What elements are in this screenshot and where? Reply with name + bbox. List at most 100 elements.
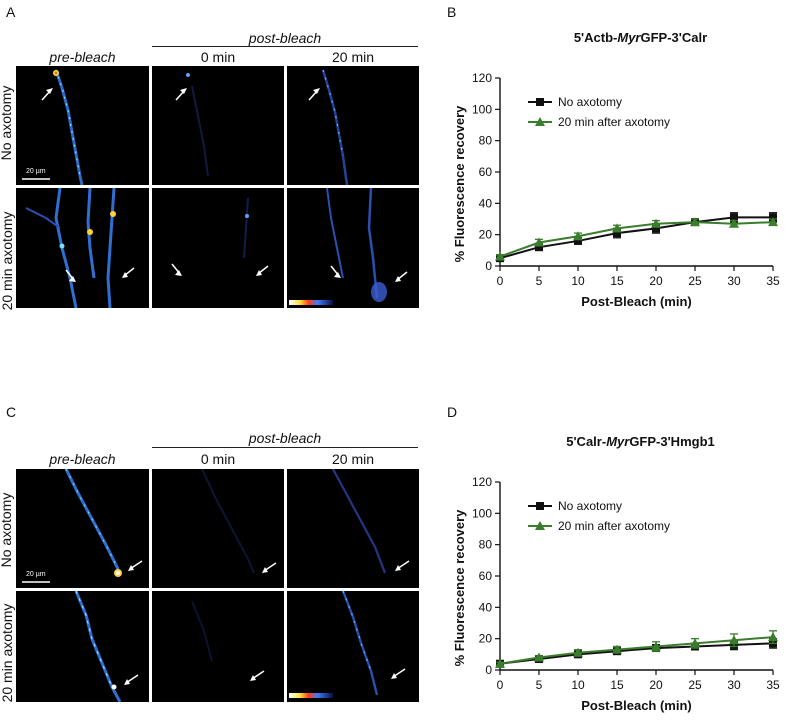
series-line-after-axotomy xyxy=(499,636,774,665)
panel-c-row-20-min-axotomy: 20 min axotomy xyxy=(0,603,15,703)
chart-title-prefix: 5'Calr- xyxy=(566,434,606,449)
x-tick-label: 0 xyxy=(497,274,504,288)
y-tick-label: 60 xyxy=(479,569,493,583)
chart-title-prefix: 5'Actb- xyxy=(574,30,618,45)
data-point-no-axotomy xyxy=(613,229,621,238)
chart-title-suffix: GFP-3'Calr xyxy=(641,30,708,45)
chart-title-suffix: GFP-3'Hmgb1 xyxy=(629,434,714,449)
y-tick-label: 120 xyxy=(472,71,492,85)
y-axis-label: % Fluorescence recovery xyxy=(452,509,467,667)
data-point-no-axotomy xyxy=(574,236,582,245)
data-point-after-axotomy xyxy=(651,641,661,651)
panel-a-col-0-min: 0 min xyxy=(200,49,236,65)
x-tick-label: 30 xyxy=(727,274,741,288)
x-tick-label: 5 xyxy=(536,274,543,288)
data-point-after-axotomy xyxy=(495,251,505,261)
panel-c-col-pre-bleach: pre-bleach xyxy=(49,451,116,467)
data-point-after-axotomy xyxy=(729,635,739,645)
panel-d-letter: D xyxy=(447,404,458,420)
x-tick-label: 0 xyxy=(497,678,504,692)
panel-a-scale-bar-label: 20 µm xyxy=(26,168,46,175)
panel-c-col-0-min: 0 min xyxy=(200,451,236,467)
chart-title: 5'Actb-MyrGFP-3'Calr xyxy=(574,30,707,45)
data-point-after-axotomy xyxy=(573,647,583,657)
y-tick-label: 20 xyxy=(479,632,493,646)
data-point-after-axotomy xyxy=(690,217,700,227)
legend-marker-triangle xyxy=(535,521,545,530)
panel-a-image-axotomy-20-min xyxy=(287,188,419,308)
panel-c-scale-bar-label: 20 µm xyxy=(26,571,46,578)
legend-label: 20 min after axotomy xyxy=(558,115,670,129)
panel-a-row-20-min-axotomy: 20 min axotomy xyxy=(0,211,15,311)
legend-marker-square xyxy=(536,98,544,106)
data-point-no-axotomy xyxy=(535,243,543,252)
y-tick-label: 80 xyxy=(479,134,493,148)
data-point-after-axotomy xyxy=(495,658,505,668)
y-tick-label: 60 xyxy=(479,165,493,179)
x-tick-label: 35 xyxy=(766,678,780,692)
legend-label: 20 min after axotomy xyxy=(558,519,670,533)
panel-c-image-axotomy-20-min xyxy=(287,591,419,702)
series-line-no-axotomy xyxy=(499,216,773,260)
panel-b-letter: B xyxy=(447,4,457,20)
chart-b: 5'Actb-MyrGFP-3'Calr 0 20 40 60 80 100 120 0 5 10 1… xyxy=(452,30,780,309)
panel-c-col-20-min: 20 min xyxy=(331,451,375,467)
data-point-after-axotomy xyxy=(534,652,544,662)
x-tick-label: 20 xyxy=(649,274,663,288)
panel-a-col-20-min: 20 min xyxy=(331,49,375,65)
panel-a-post-bleach-header: post-bleach xyxy=(248,30,322,46)
y-tick-label: 0 xyxy=(485,663,492,677)
y-tick-label: 20 xyxy=(479,228,493,242)
panel-a-row-no-axotomy: No axotomy xyxy=(0,85,14,161)
panel-a-image-no-axotomy-0-min xyxy=(152,66,284,185)
data-point-after-axotomy xyxy=(768,632,778,642)
data-point-after-axotomy xyxy=(690,638,700,648)
y-tick-label: 120 xyxy=(472,475,492,489)
chart-title-italic: Myr xyxy=(617,30,641,45)
series-line-no-axotomy xyxy=(499,642,774,665)
x-axis-label: Post-Bleach (min) xyxy=(581,698,692,713)
x-tick-label: 10 xyxy=(571,678,585,692)
legend-label: No axotomy xyxy=(558,95,622,109)
chart-title: 5'Calr-MyrGFP-3'Hmgb1 xyxy=(566,434,715,449)
panel-c-image-axotomy-0-min xyxy=(152,591,284,702)
panel-a-image-axotomy-0-min xyxy=(152,188,284,308)
x-tick-label: 20 xyxy=(649,678,663,692)
panel-a-header-line xyxy=(152,46,418,47)
panel-a-image-no-axotomy-pre-bleach: 20 µm xyxy=(16,66,149,185)
data-point-after-axotomy xyxy=(612,223,622,233)
panel-c-image-axotomy-pre-bleach xyxy=(16,591,149,702)
y-tick-label: 80 xyxy=(479,538,493,552)
panel-a-image-no-axotomy-20-min xyxy=(287,66,419,185)
panel-a-image-axotomy-pre-bleach xyxy=(16,188,149,308)
panel-a-letter: A xyxy=(6,4,16,20)
y-tick-label: 0 xyxy=(485,259,492,273)
data-point-no-axotomy xyxy=(652,224,660,233)
y-tick-label: 100 xyxy=(472,506,492,520)
y-tick-label: 40 xyxy=(479,600,493,614)
data-point-after-axotomy xyxy=(612,644,622,654)
data-point-no-axotomy xyxy=(730,213,738,222)
legend-marker-square xyxy=(536,502,544,510)
x-tick-label: 15 xyxy=(610,274,624,288)
x-tick-label: 15 xyxy=(610,678,624,692)
x-tick-label: 25 xyxy=(688,274,702,288)
x-tick-label: 10 xyxy=(571,274,585,288)
panel-c-image-no-axotomy-20-min xyxy=(287,469,419,588)
chart-d: 5'Calr-MyrGFP-3'Hmgb1 0 20 40 60 80 100 120 0 5 10… xyxy=(452,434,780,713)
y-tick-label: 100 xyxy=(472,102,492,116)
data-point-after-axotomy xyxy=(651,218,661,228)
panel-c-image-no-axotomy-pre-bleach: 20 µm xyxy=(16,469,149,588)
x-tick-label: 25 xyxy=(688,678,702,692)
panel-c-letter: C xyxy=(6,404,17,420)
data-point-after-axotomy xyxy=(729,218,739,228)
panel-c-row-no-axotomy: No axotomy xyxy=(0,492,14,568)
data-point-after-axotomy xyxy=(768,217,778,227)
y-axis-label: % Fluorescence recovery xyxy=(452,105,467,263)
panel-c-image-no-axotomy-0-min xyxy=(152,469,284,588)
panel-a-col-pre-bleach: pre-bleach xyxy=(49,49,116,65)
legend-label: No axotomy xyxy=(558,499,622,513)
chart-title-italic: Myr xyxy=(606,434,630,449)
series-line-after-axotomy xyxy=(499,221,774,258)
data-point-after-axotomy xyxy=(534,237,544,247)
